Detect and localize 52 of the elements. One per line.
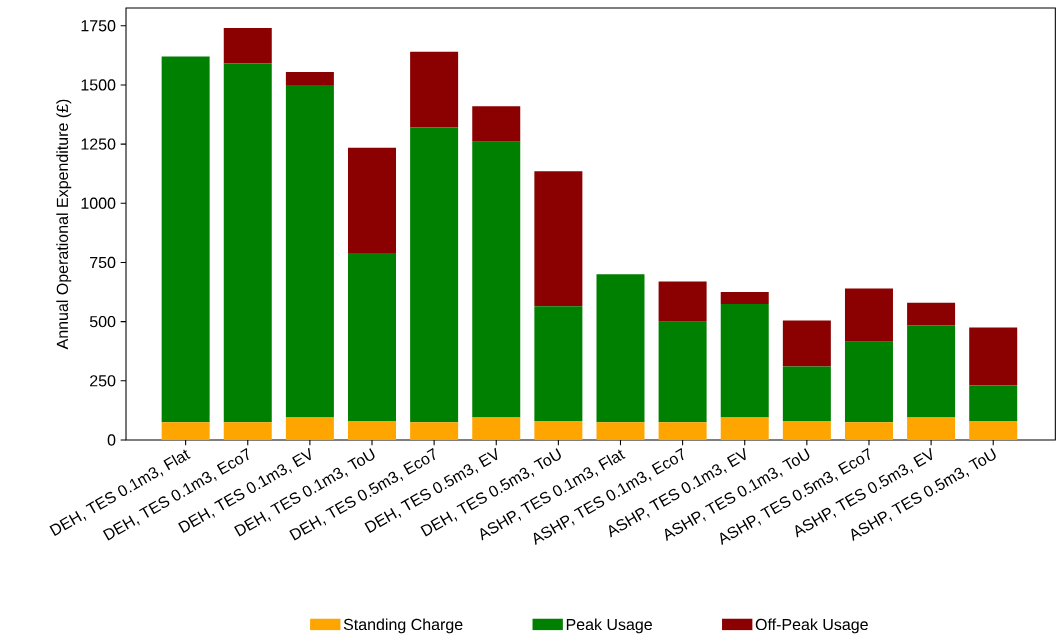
y-tick-label: 250 [90,375,116,387]
y-tick-label: 500 [89,315,116,328]
bar [410,422,459,440]
bar [534,171,583,307]
bar [596,274,645,423]
bar [658,321,707,423]
bar [348,252,397,422]
bar [223,422,272,440]
bar [782,421,831,440]
bar [348,421,397,440]
bar [907,325,956,418]
bar [907,417,956,440]
bar [410,127,459,423]
bar [161,422,210,440]
bar [907,302,956,326]
bar [410,51,459,128]
bar [969,421,1018,440]
bar [844,422,893,440]
y-tick-label: 1750 [81,20,116,32]
bar [472,141,521,418]
bar [285,417,334,440]
bar [720,303,769,418]
bar [223,63,272,423]
bar [720,417,769,440]
bar [969,385,1018,422]
legend-label: Standing Charge [343,618,463,634]
legend-label: Peak Usage [566,618,652,634]
bar [223,28,272,64]
y-tick-label: 1250 [81,138,116,150]
bar [161,56,210,423]
bar [472,417,521,440]
bar [285,84,334,418]
bar [285,71,334,85]
bar [782,366,831,422]
legend-label: Off-Peak Usage [755,618,868,634]
bar [658,422,707,440]
bar [720,292,769,304]
bar [348,147,397,253]
bar [782,320,831,367]
bar [534,306,583,422]
bar [596,422,645,440]
bar [534,421,583,440]
bar [472,106,521,142]
y-axis-title: Annual Operational Expenditure (£) [56,99,72,350]
bar [658,281,707,322]
y-tick-label: 1000 [81,197,116,209]
bar [844,341,893,423]
bar [969,327,1018,386]
bar [844,288,893,342]
y-tick-label: 750 [90,256,116,269]
y-tick-label: 0 [107,434,116,446]
y-tick-label: 1500 [81,79,116,91]
